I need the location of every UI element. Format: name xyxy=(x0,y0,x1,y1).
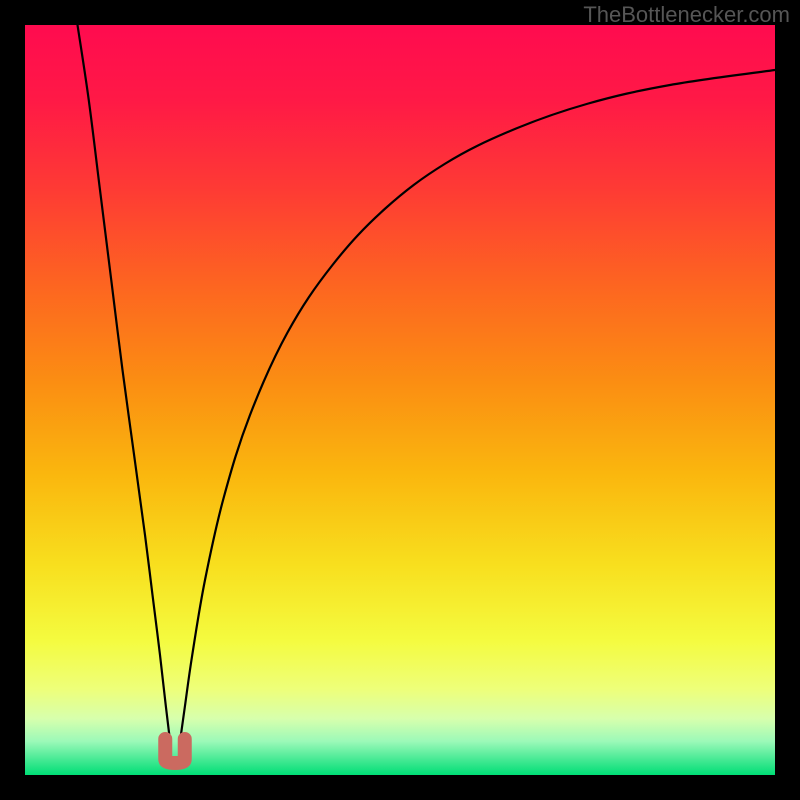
chart-svg xyxy=(25,25,775,775)
plot-area xyxy=(25,25,775,775)
chart-background xyxy=(25,25,775,775)
chart-frame xyxy=(25,25,775,775)
watermark-text: TheBottlenecker.com xyxy=(583,2,790,28)
